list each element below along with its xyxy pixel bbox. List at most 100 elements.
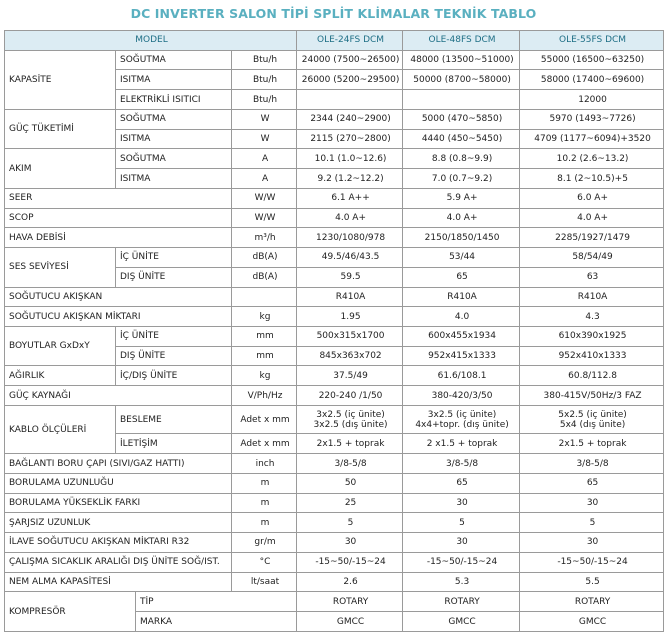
value-cell: 2344 (240~2900) <box>296 108 404 130</box>
table-row: BORULAMA YÜKSEKLİK FARKI m 25 30 30 <box>4 492 665 514</box>
row-label: BORULAMA YÜKSEKLİK FARKI <box>4 492 232 514</box>
unit-cell: °C <box>230 551 298 573</box>
table-row: HAVA DEBİSİ m³/h 1230/1080/978 2150/1850… <box>4 227 665 249</box>
value-cell: 220-240 /1/50 <box>296 385 404 406</box>
value-cell: GMCC <box>402 611 521 632</box>
row-label: İLAVE SOĞUTUCU AKIŞKAN MİKTARI R32 <box>4 532 232 553</box>
spec-table: MODEL OLE-24FS DCM OLE-48FS DCM OLE-55FS… <box>3 30 665 632</box>
value-cell: 30 <box>296 532 404 553</box>
row-label: SOĞUTUCU AKIŞKAN MİKTARI <box>4 306 232 328</box>
table-row: ŞARJSIZ UZUNLUK m 5 5 5 <box>4 512 665 534</box>
value-cell: 30 <box>519 492 665 514</box>
unit-cell: W/W <box>230 187 298 209</box>
unit-cell: W <box>230 128 298 150</box>
table-row: BAĞLANTI BORU ÇAPI (SIVI/GAZ HATTI) inch… <box>4 453 665 474</box>
unit-cell: A <box>230 168 298 189</box>
unit-cell: gr/m <box>230 532 298 553</box>
table-row: ÇALIŞMA SICAKLIK ARALIĞI DIŞ ÜNİTE SOĞ/I… <box>4 551 665 573</box>
unit-cell <box>230 286 298 308</box>
unit-cell: Adet x mm <box>230 433 298 455</box>
sub-label: DIŞ ÜNİTE <box>115 266 232 288</box>
sub-label: İLETİŞİM <box>115 433 232 455</box>
row-label: BORULAMA UZUNLUĞU <box>4 472 232 494</box>
table-row: AKIM SOĞUTMA A 10.1 (1.0~12.6) 8.8 (0.8~… <box>4 148 665 189</box>
unit-cell: mm <box>230 326 298 347</box>
table-row: KABLO ÖLÇÜLERİ BESLEME Adet x mm 3x2.5 (… <box>4 404 665 455</box>
value-cell: 952x415x1333 <box>402 345 521 367</box>
value-cell: 59.5 <box>296 266 404 288</box>
sub-label: SOĞUTMA <box>115 108 232 130</box>
table-row: AĞIRLIK İÇ/DIŞ ÜNİTE kg 37.5/49 61.6/108… <box>4 365 665 387</box>
value-cell: 50000 (8700~58000) <box>402 69 521 91</box>
group-label: AKIM <box>4 148 116 189</box>
sub-label: İÇ ÜNİTE <box>115 247 232 268</box>
header-row: MODEL OLE-24FS DCM OLE-48FS DCM OLE-55FS… <box>3 30 665 51</box>
value-cell: 3x2.5 (iç ünite) 3x2.5 (dış ünite) <box>296 404 404 435</box>
value-cell: R410A <box>296 286 404 308</box>
unit-cell: m <box>230 492 298 514</box>
value-cell: 4440 (450~5450) <box>402 128 521 150</box>
value-cell: 5 <box>296 512 404 534</box>
value-cell: 65 <box>402 266 521 288</box>
value-cell: 6.0 A+ <box>519 187 665 209</box>
sub-label: ISITMA <box>115 69 232 91</box>
unit-cell: W <box>230 108 298 130</box>
value-cell: ROTARY <box>296 591 404 613</box>
row-label: ŞARJSIZ UZUNLUK <box>4 512 232 534</box>
value-cell: 8.8 (0.8~9.9) <box>402 148 521 170</box>
model-label: MODEL <box>3 30 298 51</box>
value-cell: 5.3 <box>402 571 521 593</box>
value-cell: 58000 (17400~69600) <box>519 69 665 91</box>
unit-cell: Btu/h <box>230 49 298 71</box>
value-line: 5x2.5 (iç ünite) <box>558 409 627 420</box>
model-1: OLE-24FS DCM <box>296 30 404 51</box>
group-label: GÜÇ TÜKETİMİ <box>4 108 116 150</box>
value-cell: 380-420/3/50 <box>402 385 521 406</box>
value-cell: 5 <box>519 512 665 534</box>
value-cell: 3x2.5 (iç ünite) 4x4+topr. (dış ünite) <box>402 404 521 435</box>
table-row: MARKA GMCC GMCC GMCC <box>5 611 665 632</box>
sub-label: SOĞUTMA <box>115 148 232 170</box>
value-line: 3x2.5 (dış ünite) <box>313 419 388 430</box>
value-cell: 49.5/46/43.5 <box>296 247 404 268</box>
table-row: SCOP W/W 4.0 A+ 4.0 A+ 4.0 A+ <box>4 207 665 229</box>
table-row: İLETİŞİM Adet x mm 2x1.5 + toprak 2 x1.5… <box>5 433 665 455</box>
sub-label: ISITMA <box>115 168 232 189</box>
value-cell: 600x455x1934 <box>402 326 521 347</box>
value-cell: 3/8-5/8 <box>519 453 665 474</box>
value-cell: 5.9 A+ <box>402 187 521 209</box>
value-cell: 5 <box>402 512 521 534</box>
value-cell: 26000 (5200~29500) <box>296 69 404 91</box>
value-cell: 5970 (1493~7726) <box>519 108 665 130</box>
value-cell: 610x390x1925 <box>519 326 665 347</box>
sub-label: ISITMA <box>115 128 232 150</box>
value-cell: R410A <box>519 286 665 308</box>
table-row: GÜÇ KAYNAĞI V/Ph/Hz 220-240 /1/50 380-42… <box>4 385 665 406</box>
value-cell: 10.1 (1.0~12.6) <box>296 148 404 170</box>
row-label: SEER <box>4 187 232 209</box>
unit-cell: Btu/h <box>230 89 298 110</box>
unit-cell: V/Ph/Hz <box>230 385 298 406</box>
value-cell: 30 <box>402 532 521 553</box>
value-cell: 5.5 <box>519 571 665 593</box>
value-cell: 2285/1927/1479 <box>519 227 665 249</box>
value-cell: 4.0 A+ <box>519 207 665 229</box>
unit-cell: inch <box>230 453 298 474</box>
sub-label: ELEKTRİKLİ ISITICI <box>115 89 232 110</box>
value-cell: -15~50/-15~24 <box>402 551 521 573</box>
model-3: OLE-55FS DCM <box>519 30 665 51</box>
table-row: İLAVE SOĞUTUCU AKIŞKAN MİKTARI R32 gr/m … <box>4 532 665 553</box>
value-cell: 65 <box>402 472 521 494</box>
group-label: SES SEVİYESİ <box>4 247 116 288</box>
table-row: BORULAMA UZUNLUĞU m 50 65 65 <box>4 472 665 494</box>
value-cell: 4709 (1177~6094)+3520 <box>519 128 665 150</box>
sub-label: SOĞUTMA <box>115 49 232 71</box>
value-cell: 1.95 <box>296 306 404 328</box>
row-label: SCOP <box>4 207 232 229</box>
value-cell: 48000 (13500~51000) <box>402 49 521 71</box>
value-cell: 2115 (270~2800) <box>296 128 404 150</box>
row-label: AĞIRLIK <box>4 365 116 387</box>
value-cell: 61.6/108.1 <box>402 365 521 387</box>
table-row: SOĞUTUCU AKIŞKAN MİKTARI kg 1.95 4.0 4.3 <box>4 306 665 328</box>
table-row: ISITMA Btu/h 26000 (5200~29500) 50000 (8… <box>5 69 665 91</box>
